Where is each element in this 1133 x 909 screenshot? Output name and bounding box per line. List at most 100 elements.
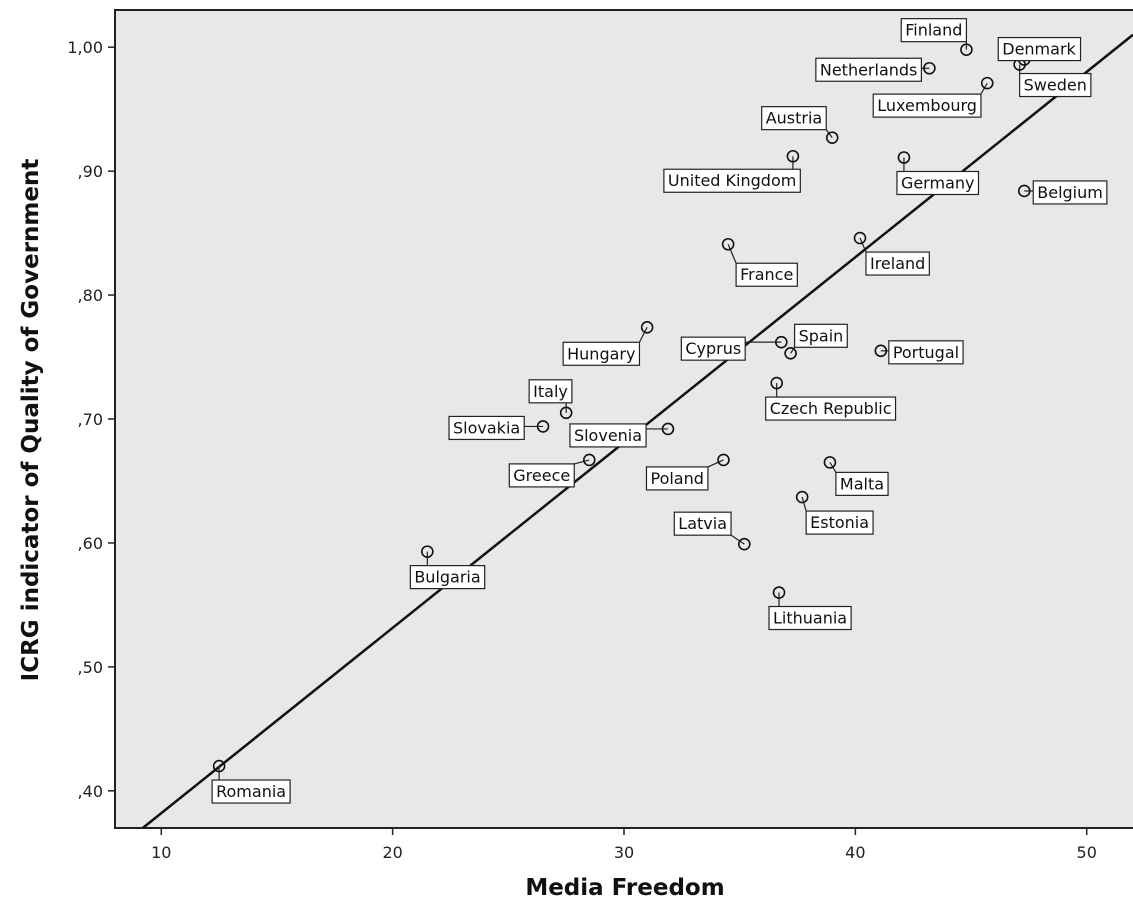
point-label-box [896, 170, 980, 196]
point-marker [775, 335, 788, 349]
point-marker [536, 420, 550, 433]
point-marker [582, 453, 596, 467]
point-label-text: Slovakia [453, 418, 520, 437]
point-marker [853, 231, 867, 245]
point-marker [770, 376, 784, 390]
point-marker [825, 131, 839, 144]
point-marker [212, 759, 226, 773]
point-label-text: Ireland [870, 254, 925, 273]
label-leader-line [859, 237, 867, 253]
x-axis-title: Media Freedom [525, 875, 724, 901]
y-tick-label: ,70 [78, 410, 103, 429]
point-label: Germany [896, 170, 980, 196]
point-label-box [1032, 180, 1108, 205]
point-marker [738, 537, 751, 551]
point-label-box [673, 511, 732, 536]
point-label: United Kingdom [663, 168, 801, 193]
point-marker [823, 456, 837, 469]
point-label-text: Austria [766, 109, 823, 128]
label-leader-line [727, 244, 737, 264]
point-label-text: Lithuania [773, 609, 847, 628]
x-tick-label: 50 [1077, 843, 1097, 862]
y-tick-label: ,80 [78, 286, 103, 305]
point-label-box [735, 262, 798, 287]
point-label-box [805, 510, 874, 535]
point-label-text: Czech Republic [770, 399, 892, 418]
point-label: Czech Republic [765, 396, 897, 421]
point-label-box [680, 336, 746, 361]
point-marker [980, 76, 994, 90]
point-label-box [768, 605, 852, 631]
point-label-box [211, 779, 291, 804]
point-label-box [569, 423, 647, 448]
point-label: Estonia [805, 510, 874, 535]
point-label: Luxembourg [872, 93, 982, 118]
point-label-box [888, 340, 964, 365]
point-label-box [815, 57, 923, 82]
point-marker [786, 149, 800, 163]
point-marker [960, 43, 973, 56]
point-label-text: Cyprus [685, 339, 741, 358]
x-tick-label: 20 [382, 843, 402, 862]
point-label-box [765, 396, 897, 421]
point-label: Cyprus [680, 336, 746, 361]
point-label-box [900, 18, 968, 43]
point-label-text: Hungary [567, 344, 635, 363]
point-label-box [1019, 72, 1092, 98]
point-label-text: Greece [513, 466, 570, 485]
point-marker [559, 406, 573, 420]
point-label: Bulgaria [409, 565, 486, 590]
plot-area [114, 9, 1133, 829]
point-label-box [409, 565, 486, 590]
point-label: Hungary [562, 341, 641, 366]
point-marker [1017, 184, 1031, 198]
point-label: Greece [508, 463, 575, 488]
point-marker [795, 490, 809, 504]
point-label: Netherlands [815, 57, 923, 82]
point-label: Spain [793, 323, 848, 348]
point-label-text: Germany [901, 173, 975, 192]
point-label: Belgium [1032, 180, 1108, 205]
label-leader-line [801, 496, 807, 512]
point-label-box [761, 106, 827, 131]
y-tick-label: 1,00 [67, 38, 103, 57]
label-leader-line [730, 534, 745, 545]
point-label-text: Spain [799, 326, 844, 345]
point-marker [661, 422, 675, 436]
point-label: Austria [761, 106, 827, 131]
point-label-text: Poland [650, 469, 703, 488]
point-label-box [528, 379, 573, 404]
point-label-text: Romania [216, 782, 286, 801]
y-tick-label: ,40 [78, 782, 103, 801]
data-labels: Finland Denmark Sweden Netherlands Luxembour… [211, 18, 1108, 804]
point-label-text: Netherlands [820, 60, 918, 79]
point-label: France [735, 262, 798, 287]
x-tick-label: 10 [151, 843, 171, 862]
point-marker [923, 61, 936, 75]
point-marker [421, 545, 434, 558]
label-leaders [218, 41, 1034, 781]
label-leader-line [638, 327, 648, 343]
y-tick-label: ,50 [78, 658, 103, 677]
point-label: Poland [645, 466, 709, 491]
point-label-text: Sweden [1024, 76, 1087, 95]
point-label-text: France [740, 265, 793, 284]
point-label: Malta [835, 471, 889, 496]
y-tick-label: ,90 [78, 162, 103, 181]
axes: 10 20 30 40 50 ,40 ,50 ,60 ,70 ,80 ,90 1,00 [67, 38, 1097, 862]
point-label: Romania [211, 779, 291, 804]
point-label-text: Slovenia [574, 426, 642, 445]
point-label: Sweden [1019, 72, 1092, 98]
point-label-box [793, 323, 848, 348]
point-label-text: Malta [840, 474, 884, 493]
point-label-text: Latvia [678, 514, 727, 533]
point-marker [640, 320, 654, 334]
point-label: Slovakia [448, 415, 525, 441]
label-leader-line [980, 82, 988, 95]
point-label-box [865, 251, 930, 276]
y-tick-label: ,60 [78, 534, 103, 553]
x-tick-label: 30 [614, 843, 634, 862]
point-label-box [645, 466, 709, 491]
data-points [212, 43, 1031, 773]
